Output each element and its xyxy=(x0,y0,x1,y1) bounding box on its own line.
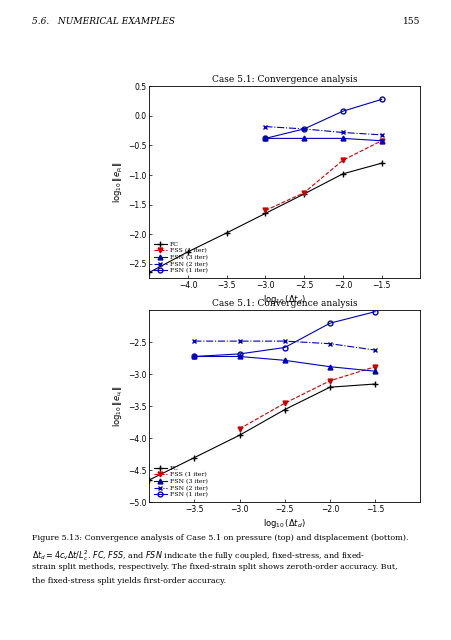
Title: Case 5.1: Convergence analysis: Case 5.1: Convergence analysis xyxy=(212,76,357,84)
Line: FSN (1 iter): FSN (1 iter) xyxy=(262,97,383,141)
FSN (3 iter) xyxy=(301,134,306,142)
X-axis label: $\log_{10}(\Delta t_d)$: $\log_{10}(\Delta t_d)$ xyxy=(263,517,305,530)
Line: FSN (1 iter): FSN (1 iter) xyxy=(192,309,377,359)
FC xyxy=(372,380,377,388)
FC xyxy=(146,269,152,276)
FSN (2 iter) xyxy=(191,337,197,345)
FC xyxy=(223,229,229,237)
FSN (2 iter) xyxy=(262,123,267,131)
Legend: FC, FSS (1 iter), FSN (3 iter), FSN (2 iter), FSN (1 iter): FC, FSS (1 iter), FSN (3 iter), FSN (2 i… xyxy=(152,463,209,499)
FSN (2 iter) xyxy=(301,125,306,132)
FSN (3 iter) xyxy=(372,367,377,375)
Line: FC: FC xyxy=(146,381,377,483)
FSN (3 iter) xyxy=(378,137,383,145)
Line: FC: FC xyxy=(146,161,383,275)
FSN (1 iter) xyxy=(378,95,383,103)
Line: FSS (1 iter): FSS (1 iter) xyxy=(237,364,377,431)
FSN (1 iter) xyxy=(281,344,287,351)
FSS (1 iter) xyxy=(281,399,287,407)
FSS (1 iter) xyxy=(378,137,383,145)
Line: FSN (3 iter): FSN (3 iter) xyxy=(262,136,383,143)
FC xyxy=(146,476,152,484)
FSN (1 iter) xyxy=(327,319,332,327)
Text: Figure 5.13: Convergence analysis of Case 5.1 on pressure (top) and displacement: Figure 5.13: Convergence analysis of Cas… xyxy=(32,534,407,542)
FSS (1 iter) xyxy=(340,156,345,164)
FSN (3 iter) xyxy=(281,356,287,364)
FSN (1 iter) xyxy=(340,108,345,115)
FSN (1 iter) xyxy=(301,125,306,132)
FC xyxy=(191,454,197,461)
Text: the fixed-stress split yields first-order accuracy.: the fixed-stress split yields first-orde… xyxy=(32,577,225,585)
FSN (3 iter) xyxy=(340,134,345,142)
FSN (3 iter) xyxy=(262,134,267,142)
FSN (2 iter) xyxy=(236,337,242,345)
FSN (1 iter) xyxy=(191,353,197,360)
Text: $\Delta t_d = 4c_v\Delta t/L_c^2$. $FC$, $FSS$, and $FSN$ indicate the fully cou: $\Delta t_d = 4c_v\Delta t/L_c^2$. $FC$,… xyxy=(32,548,364,563)
FC xyxy=(281,406,287,413)
FSN (2 iter) xyxy=(372,346,377,354)
FC xyxy=(236,431,242,439)
Title: Case 5.1: Convergence analysis: Case 5.1: Convergence analysis xyxy=(212,300,357,308)
FSS (1 iter) xyxy=(327,377,332,385)
Y-axis label: $\log_{10}\|e_{p_i}\|$: $\log_{10}\|e_{p_i}\|$ xyxy=(112,161,125,204)
FSS (1 iter) xyxy=(262,207,267,214)
Legend: FC, FSS (1 iter), FSN (3 iter), FSN (2 iter), FSN (1 iter): FC, FSS (1 iter), FSN (3 iter), FSN (2 i… xyxy=(152,239,209,275)
FSN (3 iter) xyxy=(236,353,242,360)
FC xyxy=(185,248,190,255)
FSS (1 iter) xyxy=(236,425,242,433)
Text: strain split methods, respectively. The fixed-strain split shows zeroth-order ac: strain split methods, respectively. The … xyxy=(32,563,396,571)
FC xyxy=(378,159,383,167)
Line: FSN (2 iter): FSN (2 iter) xyxy=(192,339,377,353)
FC xyxy=(262,209,267,217)
FSN (1 iter) xyxy=(236,350,242,358)
FC xyxy=(340,170,345,178)
FSS (1 iter) xyxy=(301,189,306,196)
FSN (2 iter) xyxy=(378,131,383,139)
FSN (3 iter) xyxy=(191,353,197,360)
FC xyxy=(327,383,332,391)
X-axis label: $\log_{10}(\Delta t_d)$: $\log_{10}(\Delta t_d)$ xyxy=(263,293,305,306)
Line: FSS (1 iter): FSS (1 iter) xyxy=(262,138,383,213)
FSN (1 iter) xyxy=(372,308,377,316)
FSN (3 iter) xyxy=(327,363,332,371)
FSN (2 iter) xyxy=(340,129,345,136)
FSN (2 iter) xyxy=(281,337,287,345)
FSN (1 iter) xyxy=(262,134,267,142)
FSS (1 iter) xyxy=(372,363,377,371)
Text: 5.6.   NUMERICAL EXAMPLES: 5.6. NUMERICAL EXAMPLES xyxy=(32,17,174,26)
FSN (2 iter) xyxy=(327,340,332,348)
Text: 155: 155 xyxy=(402,17,419,26)
Y-axis label: $\log_{10}\|e_{u_i}\|$: $\log_{10}\|e_{u_i}\|$ xyxy=(111,385,125,428)
Line: FSN (3 iter): FSN (3 iter) xyxy=(192,354,377,374)
FC xyxy=(301,190,306,198)
Line: FSN (2 iter): FSN (2 iter) xyxy=(262,124,383,137)
